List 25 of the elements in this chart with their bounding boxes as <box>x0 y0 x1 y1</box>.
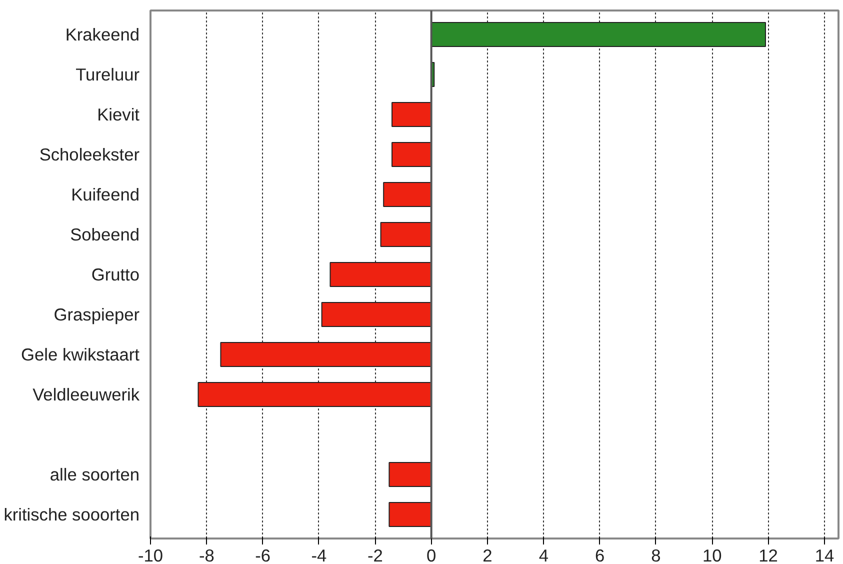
x-tick-label: 6 <box>594 546 605 564</box>
x-tick-label: 14 <box>814 546 834 564</box>
x-tick-label: 8 <box>651 546 661 564</box>
y-tick-label: Kievit <box>97 104 140 124</box>
y-tick-label: Scholeekster <box>39 144 140 164</box>
y-tick-label: Graspieper <box>54 304 140 324</box>
y-tick-label: Sobeend <box>70 224 140 244</box>
y-tick-label: kritische sooorten <box>4 504 140 524</box>
x-tick-label: 4 <box>538 546 549 564</box>
y-tick-label: Krakeend <box>65 24 140 44</box>
x-tick-label: 0 <box>426 546 436 564</box>
y-tick-label: Veldleeuwerik <box>32 384 140 404</box>
y-tick-label: Kuifeend <box>71 184 140 204</box>
x-tick-label: -2 <box>367 546 383 564</box>
x-tick-label: -4 <box>311 546 328 564</box>
x-tick-label: -8 <box>198 546 214 564</box>
x-tick-label: 2 <box>482 546 492 564</box>
x-tick-label: -10 <box>138 546 164 564</box>
y-tick-label: Tureluur <box>76 64 140 84</box>
y-tick-label: Gele kwikstaart <box>21 344 140 364</box>
x-tick-label: 10 <box>702 546 722 564</box>
y-tick-label: Grutto <box>91 264 140 284</box>
x-tick-label: -6 <box>255 546 271 564</box>
x-tick-label: 12 <box>758 546 778 564</box>
y-tick-label: alle soorten <box>50 464 140 484</box>
